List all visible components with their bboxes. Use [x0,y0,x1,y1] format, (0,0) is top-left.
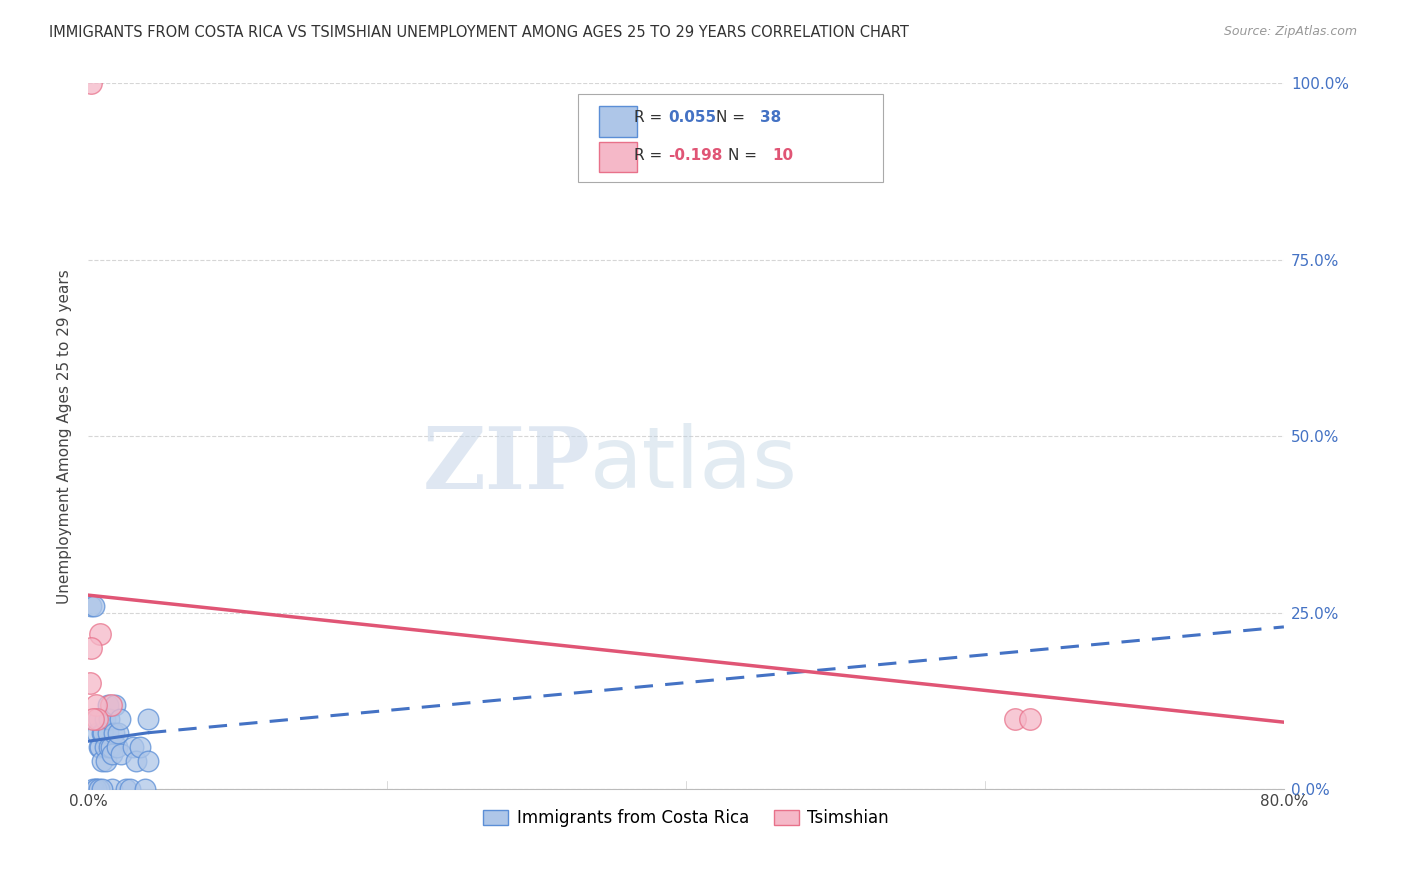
Point [82,712,104,726]
Point [86,725,108,739]
Point [90,725,112,739]
Point [107,725,129,739]
Legend: Immigrants from Costa Rica, Tsimshian: Immigrants from Costa Rica, Tsimshian [477,803,896,834]
FancyBboxPatch shape [578,94,883,182]
Point [103,725,125,739]
Point [1018,712,1040,726]
Point [104,698,127,712]
Point [79,676,101,690]
Point [90,754,112,768]
Point [87,782,110,797]
FancyBboxPatch shape [599,142,637,172]
Point [97,725,120,739]
Text: Source: ZipAtlas.com: Source: ZipAtlas.com [1223,25,1357,38]
Text: ZIP: ZIP [423,423,591,507]
Point [125,754,148,768]
Point [97,698,120,712]
Text: N =: N = [716,111,749,126]
Point [86,712,108,726]
Point [114,782,136,797]
Point [87,712,110,726]
Text: R =: R = [634,148,668,163]
Point [84,698,107,712]
Point [87,739,110,754]
Point [80,599,103,613]
Point [94,754,117,768]
Point [82,782,104,797]
Point [84,782,107,797]
Point [122,739,145,754]
Point [83,599,105,613]
Point [98,712,121,726]
Point [80,641,103,656]
Point [134,782,156,797]
Text: -0.198: -0.198 [668,148,723,163]
Point [93,739,115,754]
Point [91,725,114,739]
Text: 10: 10 [772,148,793,163]
Point [136,754,159,768]
Text: N =: N = [728,148,762,163]
Point [118,782,141,797]
Point [90,782,112,797]
Point [101,747,124,761]
Point [136,712,159,726]
Y-axis label: Unemployment Among Ages 25 to 29 years: Unemployment Among Ages 25 to 29 years [58,269,72,604]
Text: 0.055: 0.055 [668,111,716,126]
Point [93,712,115,726]
Point [100,698,122,712]
FancyBboxPatch shape [599,106,637,136]
Point [89,739,111,754]
Text: atlas: atlas [591,423,799,506]
Text: 38: 38 [761,111,782,126]
Point [101,782,124,797]
Point [1004,712,1026,726]
Point [105,739,128,754]
Point [108,712,131,726]
Point [110,747,132,761]
Point [80,77,103,91]
Text: R =: R = [634,111,668,126]
Point [100,739,122,754]
Point [89,627,111,641]
Point [98,739,121,754]
Text: IMMIGRANTS FROM COSTA RICA VS TSIMSHIAN UNEMPLOYMENT AMONG AGES 25 TO 29 YEARS C: IMMIGRANTS FROM COSTA RICA VS TSIMSHIAN … [49,25,910,40]
Point [84,782,107,797]
Point [129,739,152,754]
